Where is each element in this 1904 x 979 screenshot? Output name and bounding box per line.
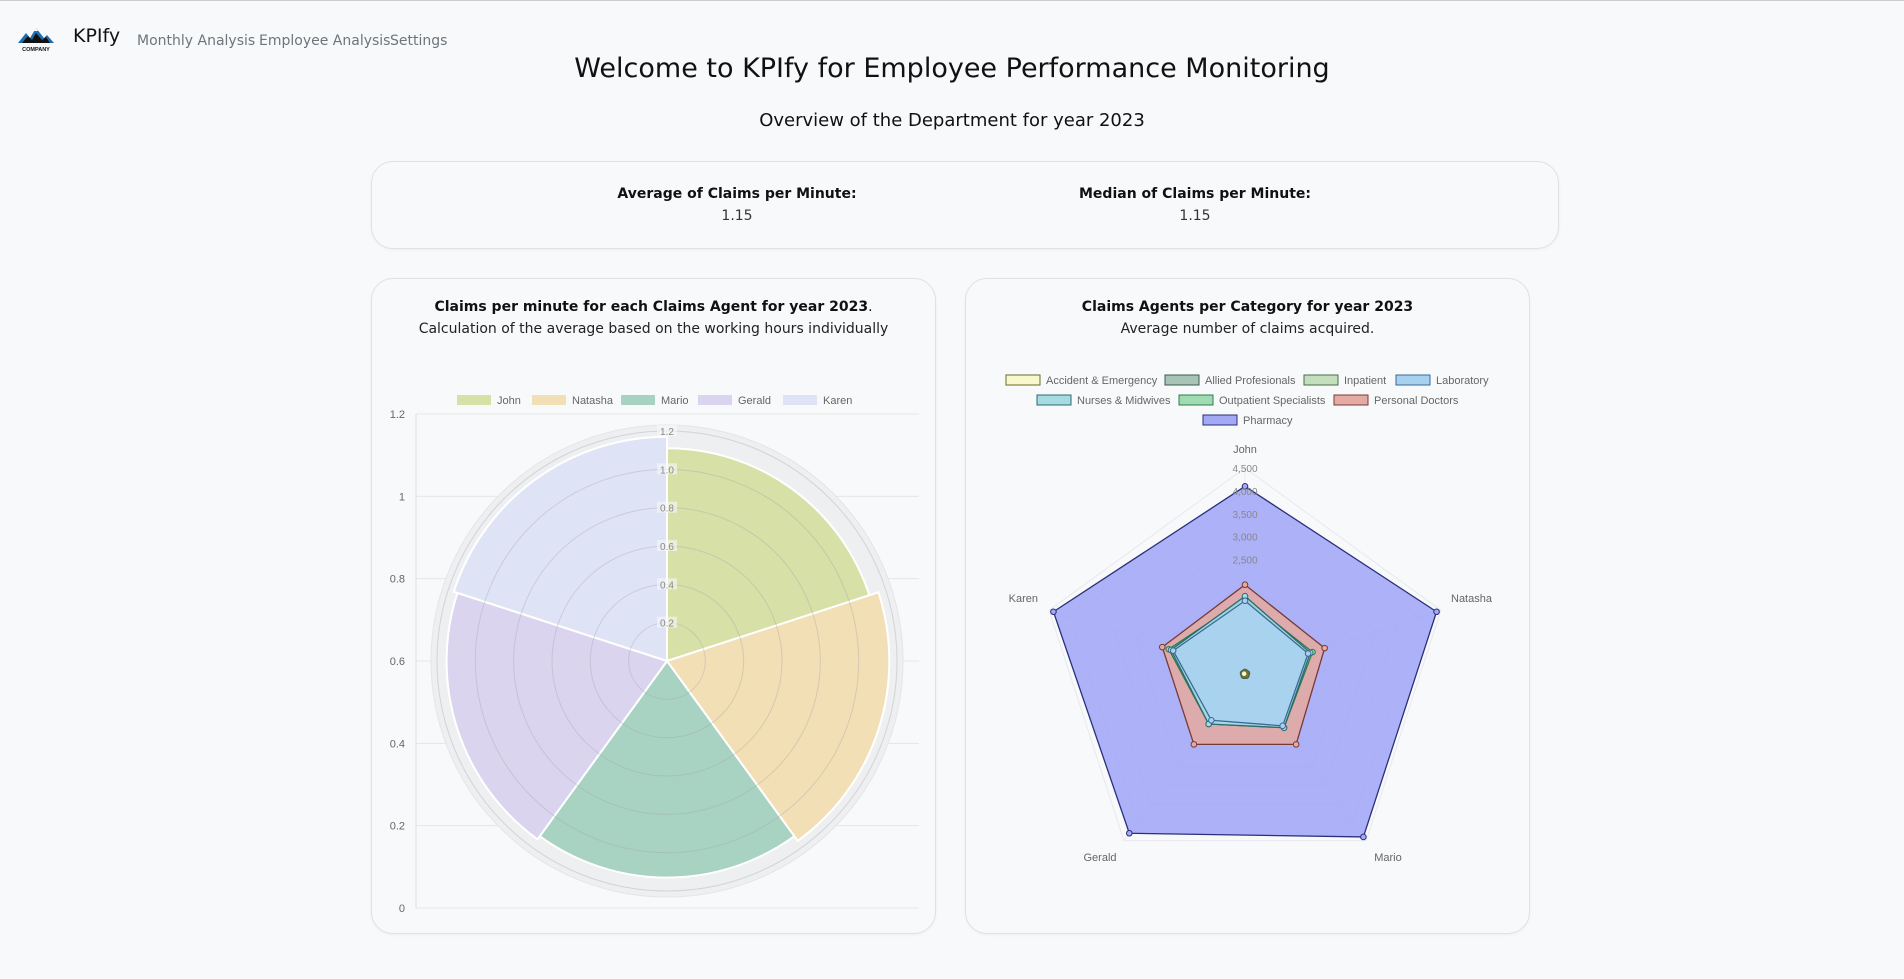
polar-chart-card: Claims per minute for each Claims Agent … [371,278,936,934]
average-value: 1.15 [721,208,753,224]
radar-chart-title: Claims Agents per Category for year 2023 [1081,299,1414,315]
radar-chart-card: Claims Agents per Category for year 2023… [965,278,1530,934]
brand-name[interactable]: KPIfy [73,25,121,47]
logo-text: COMPANY [22,47,50,53]
page-title: Welcome to KPIfy for Employee Performanc… [574,53,1330,84]
navbar: COMPANY KPIfy Monthly Analysis Employee … [0,1,1904,81]
polar-chart-title: Claims per minute for each Claims Agent … [434,299,873,315]
stats-card: Average of Claims per Minute: 1.15 Media… [371,161,1559,249]
median-stat: Median of Claims per Minute: 1.15 [1030,186,1360,224]
company-logo[interactable]: COMPANY [16,23,56,53]
page-subtitle: Overview of the Department for year 2023 [759,110,1145,131]
nav-settings[interactable]: Settings [390,33,448,49]
average-label: Average of Claims per Minute: [617,186,857,202]
polar-chart-subtitle: Calculation of the average based on the … [418,321,889,337]
average-stat: Average of Claims per Minute: 1.15 [572,186,902,224]
median-value: 1.15 [1179,208,1211,224]
median-label: Median of Claims per Minute: [1079,186,1311,202]
radar-chart-subtitle: Average number of claims acquired. [1120,321,1375,337]
nav-employee-analysis[interactable]: Employee Analysis [259,33,391,49]
nav-monthly-analysis[interactable]: Monthly Analysis [137,33,256,49]
